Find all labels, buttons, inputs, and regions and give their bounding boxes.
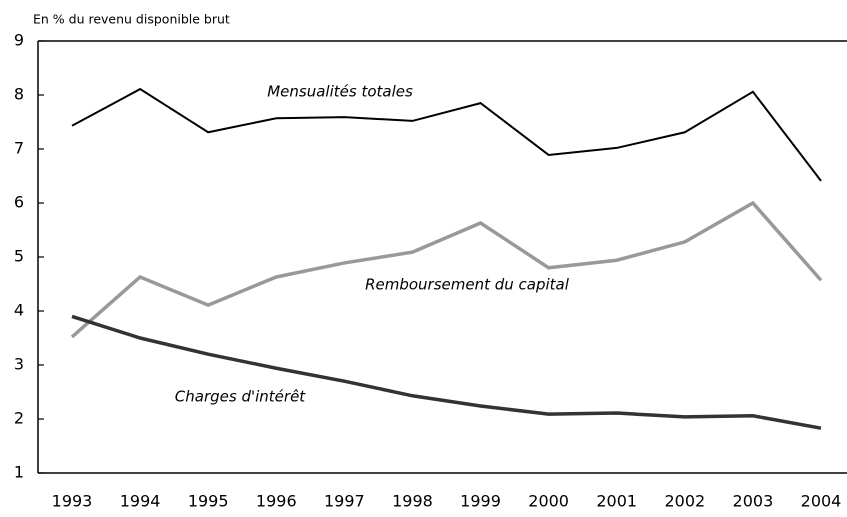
x-tick-label: 2002 (664, 492, 705, 511)
series-label: Remboursement du capital (365, 276, 570, 294)
x-tick-label: 2003 (733, 492, 774, 511)
x-tick-label: 2000 (528, 492, 569, 511)
x-tick-label: 1998 (392, 492, 433, 511)
y-tick-label: 3 (14, 355, 24, 374)
series-label: Mensualités totales (267, 83, 413, 101)
series-line (70, 200, 823, 339)
x-tick-label: 2004 (801, 492, 842, 511)
y-tick-label: 9 (14, 31, 24, 50)
x-tick-label: 1996 (256, 492, 297, 511)
y-tick-label: 5 (14, 247, 24, 266)
x-tick-label: 1993 (52, 492, 93, 511)
series-line (71, 87, 822, 182)
x-tick-label: 2001 (596, 492, 637, 511)
y-tick-label: 4 (14, 301, 24, 320)
x-tick-label: 1999 (460, 492, 501, 511)
y-tick-label: 7 (14, 139, 24, 158)
x-tick-label: 1997 (324, 492, 365, 511)
series-label: Charges d'intérêt (175, 388, 306, 406)
y-tick-label: 1 (14, 463, 24, 482)
y-tick-label: 8 (14, 85, 24, 104)
y-tick-label: 6 (14, 193, 24, 212)
y-tick-label: 2 (14, 409, 24, 428)
series-line (71, 314, 822, 430)
x-tick-label: 1995 (188, 492, 229, 511)
y-axis-title: En % du revenu disponible brut (33, 12, 230, 27)
x-tick-label: 1994 (120, 492, 161, 511)
